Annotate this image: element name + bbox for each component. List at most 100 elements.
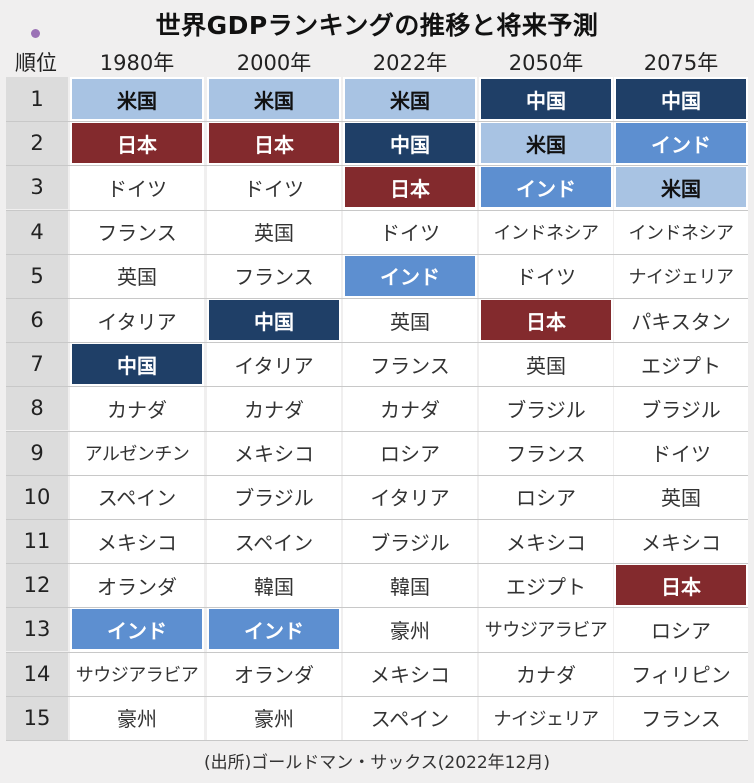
row-divider: [6, 342, 748, 344]
country-cell: エジプト: [506, 574, 586, 599]
country-cell: 中国: [209, 300, 339, 340]
source-note: (出所)ゴールドマン・サックス(2022年12月): [204, 753, 550, 773]
country-cell: ドイツ: [244, 176, 304, 201]
country-cell: イタリア: [370, 486, 450, 511]
country-cell: 日本: [616, 565, 746, 606]
country-cell: インド: [209, 609, 339, 650]
rank-number: 5: [6, 253, 68, 298]
rank-number: 7: [6, 342, 68, 387]
row-divider: [6, 386, 748, 388]
rank-number: 14: [6, 651, 68, 696]
country-cell: 英国: [254, 221, 294, 246]
country-cell: メキシコ: [506, 530, 586, 555]
rank-number: 4: [6, 209, 68, 254]
rank-number: 11: [6, 519, 68, 563]
country-cell: 韓国: [254, 574, 294, 599]
country-cell: ドイツ: [516, 265, 576, 290]
country-cell: 米国: [72, 79, 202, 119]
country-cell: 米国: [616, 167, 746, 208]
row-divider: [6, 298, 748, 299]
row-divider: [6, 607, 748, 609]
country-cell: ナイジェリア: [493, 708, 600, 730]
country-cell: 英国: [117, 265, 157, 290]
country-cell: フランス: [370, 353, 450, 378]
country-cell: カナダ: [244, 397, 304, 422]
country-cell: イタリア: [97, 309, 177, 334]
rank-number: 12: [6, 563, 68, 608]
rank-number: 13: [6, 607, 68, 652]
rank-number: 3: [6, 165, 68, 210]
country-cell: ブラジル: [506, 397, 586, 422]
row-divider: [6, 209, 748, 211]
country-cell: ロシア: [380, 442, 440, 467]
country-cell: ブラジル: [370, 530, 450, 555]
country-cell: 米国: [209, 79, 339, 119]
year-header: 1980年: [99, 51, 175, 75]
country-cell: ブラジル: [234, 486, 314, 511]
country-cell: インド: [72, 609, 202, 650]
row-divider: [6, 563, 748, 565]
year-header: 2050年: [508, 51, 584, 75]
country-cell: 豪州: [254, 707, 294, 732]
row-divider: [6, 519, 748, 520]
country-cell: インド: [481, 167, 611, 208]
rank-number: 9: [6, 430, 68, 475]
country-cell: 中国: [72, 344, 202, 385]
country-cell: サウジアラビア: [75, 664, 199, 686]
country-cell: サウジアラビア: [484, 620, 608, 642]
country-cell: ナイジェリア: [628, 266, 735, 288]
row-divider: [6, 474, 748, 476]
country-cell: オランダ: [97, 574, 177, 599]
country-cell: 中国: [616, 79, 746, 119]
country-cell: 日本: [345, 167, 475, 208]
country-cell: ドイツ: [107, 176, 167, 201]
rank-number: 15: [6, 695, 68, 740]
country-cell: ロシア: [651, 618, 711, 643]
country-cell: フランス: [506, 442, 586, 467]
country-cell: 日本: [72, 123, 202, 164]
country-cell: イタリア: [234, 353, 314, 378]
rank-number: 2: [6, 121, 68, 166]
rank-number: 1: [6, 77, 68, 121]
country-cell: フィリピン: [631, 663, 731, 688]
country-cell: ブラジル: [641, 397, 721, 422]
country-cell: 日本: [209, 123, 339, 164]
country-cell: 英国: [526, 353, 566, 378]
country-cell: メキシコ: [641, 530, 721, 555]
country-cell: メキシコ: [370, 663, 450, 688]
country-cell: スペイン: [234, 530, 314, 555]
country-cell: パキスタン: [631, 309, 731, 334]
country-cell: 中国: [345, 123, 475, 164]
country-cell: フランス: [641, 707, 721, 732]
rank-header: 順位: [15, 51, 57, 75]
chart-title: 世界GDPランキングの推移と将来予測: [155, 11, 599, 40]
year-header: 2022年: [372, 51, 448, 75]
rank-number: 8: [6, 386, 68, 431]
country-cell: 豪州: [117, 707, 157, 732]
row-divider: [6, 121, 748, 123]
country-cell: カナダ: [107, 397, 167, 422]
country-cell: アルゼンチン: [84, 443, 190, 465]
country-cell: メキシコ: [97, 530, 177, 555]
country-cell: 豪州: [390, 618, 430, 643]
country-cell: 英国: [661, 486, 701, 511]
country-cell: エジプト: [641, 353, 721, 378]
year-header: 2075年: [643, 51, 719, 75]
country-cell: インド: [345, 255, 475, 296]
country-cell: ドイツ: [380, 221, 440, 246]
country-cell: 日本: [481, 300, 611, 340]
country-cell: インドネシア: [628, 222, 735, 244]
country-cell: ドイツ: [651, 442, 711, 467]
country-cell: フランス: [97, 221, 177, 246]
country-cell: 中国: [481, 79, 611, 119]
country-cell: フランス: [234, 265, 314, 290]
row-divider: [6, 165, 748, 167]
country-cell: ロシア: [516, 486, 576, 511]
country-cell: 米国: [345, 79, 475, 119]
country-cell: オランダ: [234, 663, 314, 688]
country-cell: 米国: [481, 123, 611, 164]
rank-number: 10: [6, 474, 68, 519]
year-header: 2000年: [236, 51, 312, 75]
rank-number: 6: [6, 298, 68, 342]
